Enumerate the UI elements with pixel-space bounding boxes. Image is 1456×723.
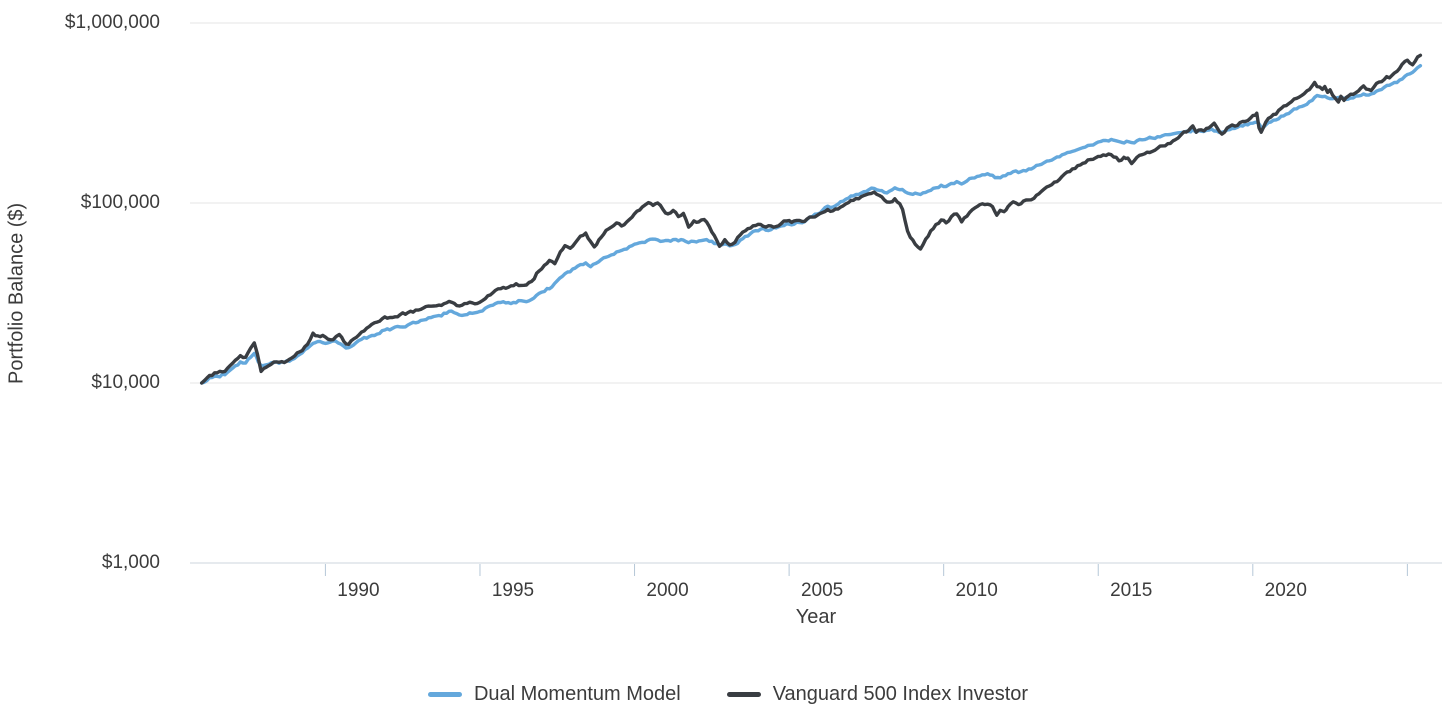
- y-tick-label-1000000: $1,000,000: [64, 12, 160, 33]
- x-tick-label-2000: 2000: [646, 580, 689, 601]
- legend-swatch-dual-momentum: [427, 692, 462, 697]
- legend: Dual Momentum Model Vanguard 500 Index I…: [0, 683, 1456, 706]
- y-tick-label-100000: $100,000: [80, 192, 160, 213]
- x-tick-label-2015: 2015: [1110, 580, 1153, 601]
- legend-swatch-vanguard-500: [726, 692, 761, 697]
- y-tick-label-1000: $1,000: [101, 552, 160, 573]
- legend-item-dual-momentum: Dual Momentum Model: [427, 683, 681, 706]
- y-tick-label-10000: $10,000: [91, 372, 160, 393]
- x-tick-label-2020: 2020: [1264, 580, 1307, 601]
- x-tick-label-1995: 1995: [491, 580, 535, 601]
- x-tick-label-2010: 2010: [955, 580, 998, 601]
- x-tick-label-2005: 2005: [800, 580, 844, 601]
- legend-label-dual-momentum: Dual Momentum Model: [473, 683, 681, 705]
- legend-label-vanguard-500: Vanguard 500 Index Investor: [772, 683, 1029, 705]
- x-tick-label-1990: 1990: [337, 580, 380, 601]
- series-line-vanguard-500: [200, 53, 1423, 385]
- x-axis-title: Year: [795, 606, 837, 628]
- series-line-dual-momentum: [200, 64, 1423, 385]
- plot-area: [190, 22, 1442, 576]
- legend-item-vanguard-500: Vanguard 500 Index Investor: [726, 683, 1029, 706]
